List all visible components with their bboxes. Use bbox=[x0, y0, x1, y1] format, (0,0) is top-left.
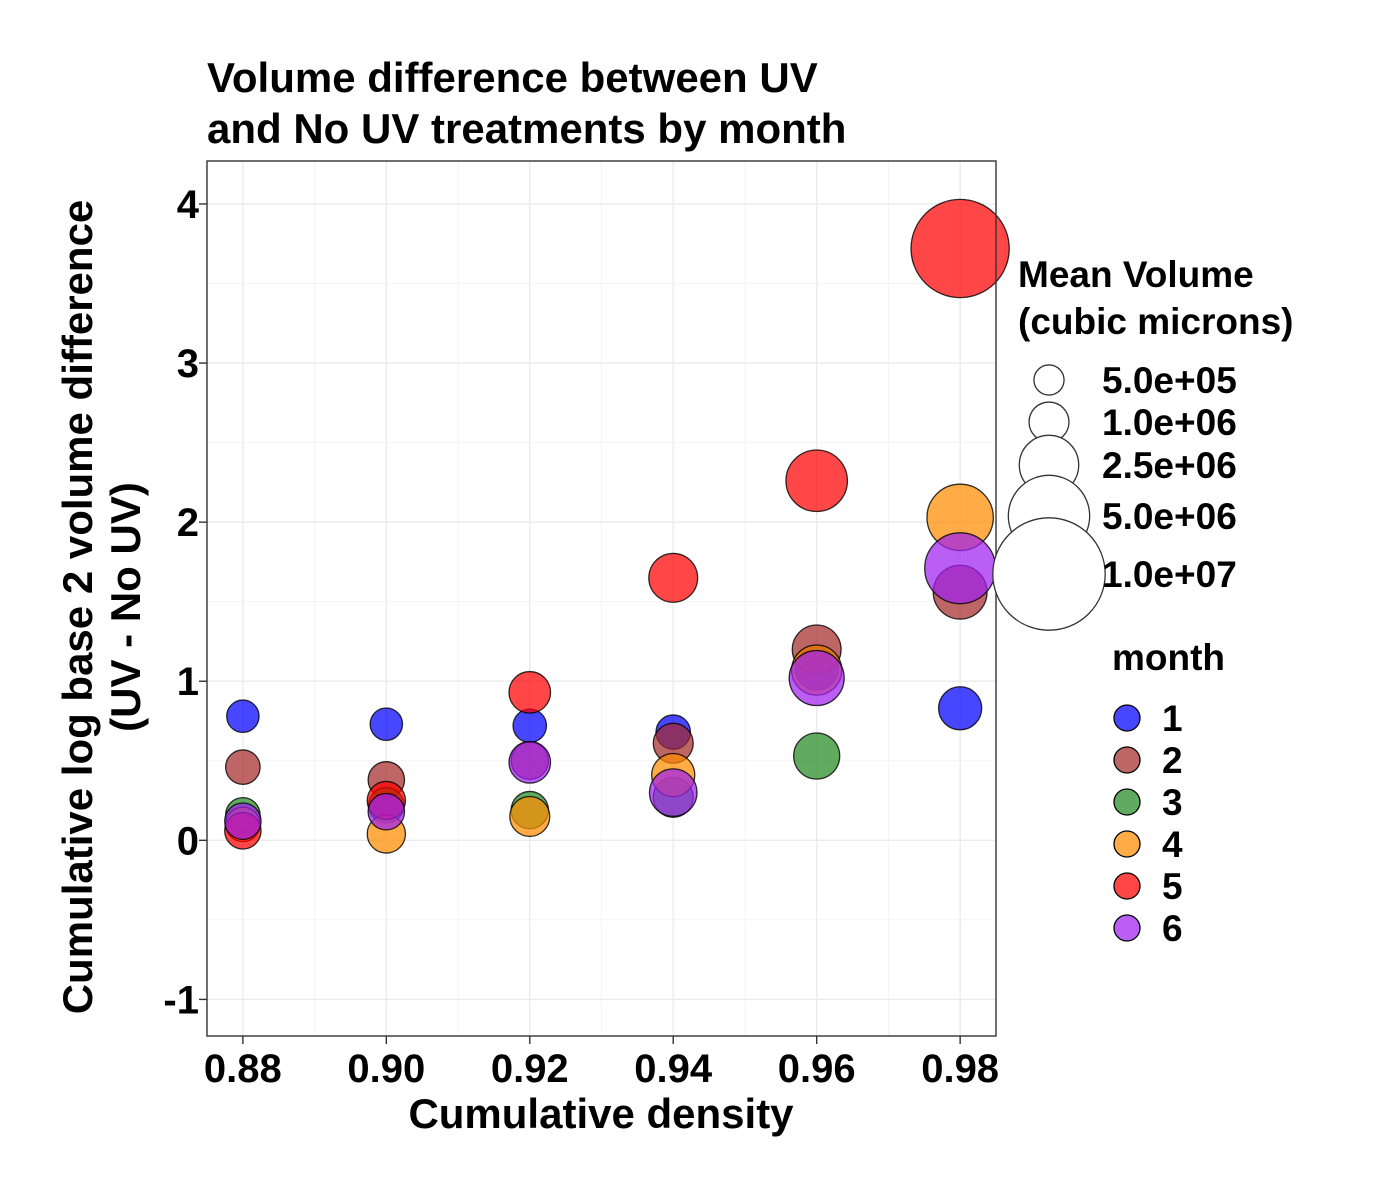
data-point-month-6 bbox=[788, 649, 845, 707]
size-legend-key bbox=[992, 517, 1106, 631]
y-tick-label: -1 bbox=[163, 978, 199, 1022]
y-tick-label: 3 bbox=[177, 342, 199, 386]
x-tick-label: 0.92 bbox=[491, 1047, 569, 1091]
color-legend-key-month-3 bbox=[1113, 788, 1141, 816]
color-legend-label: 2 bbox=[1162, 740, 1183, 781]
data-point-month-6 bbox=[924, 532, 997, 605]
size-legend-key bbox=[1033, 364, 1065, 396]
data-point-month-6 bbox=[224, 802, 262, 841]
y-axis: -1 0 1 2 3 4 bbox=[163, 183, 207, 1022]
size-legend-title-line-2: (cubic microns) bbox=[1018, 301, 1294, 342]
data-points bbox=[224, 198, 1010, 854]
x-tick-label: 0.96 bbox=[778, 1047, 856, 1091]
chart-title-line-2: and No UV treatments by month bbox=[207, 105, 846, 152]
y-tick-label: 1 bbox=[177, 660, 199, 704]
x-tick-label: 0.88 bbox=[204, 1047, 282, 1091]
y-axis-title: Cumulative log base 2 volume difference bbox=[54, 200, 101, 1015]
size-legend-label: 2.5e+06 bbox=[1102, 445, 1237, 486]
y-axis-title-line-2: (UV - No UV) bbox=[102, 482, 149, 732]
data-point-month-1 bbox=[937, 686, 983, 731]
color-legend-label: 3 bbox=[1162, 782, 1183, 823]
y-tick-label: 4 bbox=[177, 183, 200, 227]
data-point-month-1 bbox=[512, 708, 548, 744]
color-legend-label: 1 bbox=[1162, 698, 1183, 739]
size-legend-label: 5.0e+05 bbox=[1102, 360, 1237, 401]
color-legend-label: 6 bbox=[1162, 908, 1183, 949]
x-tick-label: 0.94 bbox=[634, 1047, 713, 1091]
color-legend-key-month-2 bbox=[1113, 746, 1141, 774]
size-legend-title: Mean Volume bbox=[1018, 254, 1254, 295]
color-legend-title: month bbox=[1112, 637, 1225, 678]
y-tick-label: 2 bbox=[177, 501, 199, 545]
size-legend-label: 5.0e+06 bbox=[1102, 496, 1237, 537]
data-point-month-5 bbox=[508, 670, 552, 714]
color-legend-key-month-6 bbox=[1113, 914, 1141, 942]
size-legend-label: 1.0e+06 bbox=[1102, 402, 1237, 443]
data-point-month-5 bbox=[785, 449, 849, 513]
y-tick-label: 0 bbox=[177, 819, 199, 863]
data-point-month-1 bbox=[226, 699, 260, 734]
x-tick-label: 0.98 bbox=[921, 1047, 999, 1091]
plot-panel bbox=[206, 160, 1010, 1037]
data-point-month-5 bbox=[648, 552, 699, 603]
data-point-month-6 bbox=[367, 792, 406, 831]
size-legend: Mean Volume (cubic microns) 5.0e+051.0e+… bbox=[992, 254, 1294, 631]
x-tick-label: 0.90 bbox=[347, 1047, 425, 1091]
data-point-month-6 bbox=[648, 768, 698, 817]
data-point-month-2 bbox=[224, 749, 261, 786]
color-legend-key-month-1 bbox=[1113, 704, 1141, 732]
data-point-month-4 bbox=[509, 795, 551, 838]
panel-border bbox=[206, 160, 997, 1037]
color-legend-label: 5 bbox=[1162, 866, 1183, 907]
data-point-month-1 bbox=[369, 707, 404, 742]
size-legend-label: 1.0e+07 bbox=[1102, 554, 1237, 595]
y-axis-title-group: Cumulative log base 2 volume difference … bbox=[54, 200, 149, 1015]
x-axis: 0.88 0.90 0.92 0.94 0.96 0.98 bbox=[204, 1036, 999, 1091]
data-point-month-3 bbox=[793, 732, 841, 780]
color-legend-label: 4 bbox=[1162, 824, 1183, 865]
data-point-month-6 bbox=[508, 740, 552, 784]
color-legend-key-month-5 bbox=[1113, 872, 1141, 900]
data-point-month-5 bbox=[910, 198, 1010, 299]
chart-title: Volume difference between UV bbox=[207, 54, 818, 101]
color-legend-key-month-4 bbox=[1113, 830, 1141, 858]
x-axis-title: Cumulative density bbox=[408, 1090, 794, 1137]
